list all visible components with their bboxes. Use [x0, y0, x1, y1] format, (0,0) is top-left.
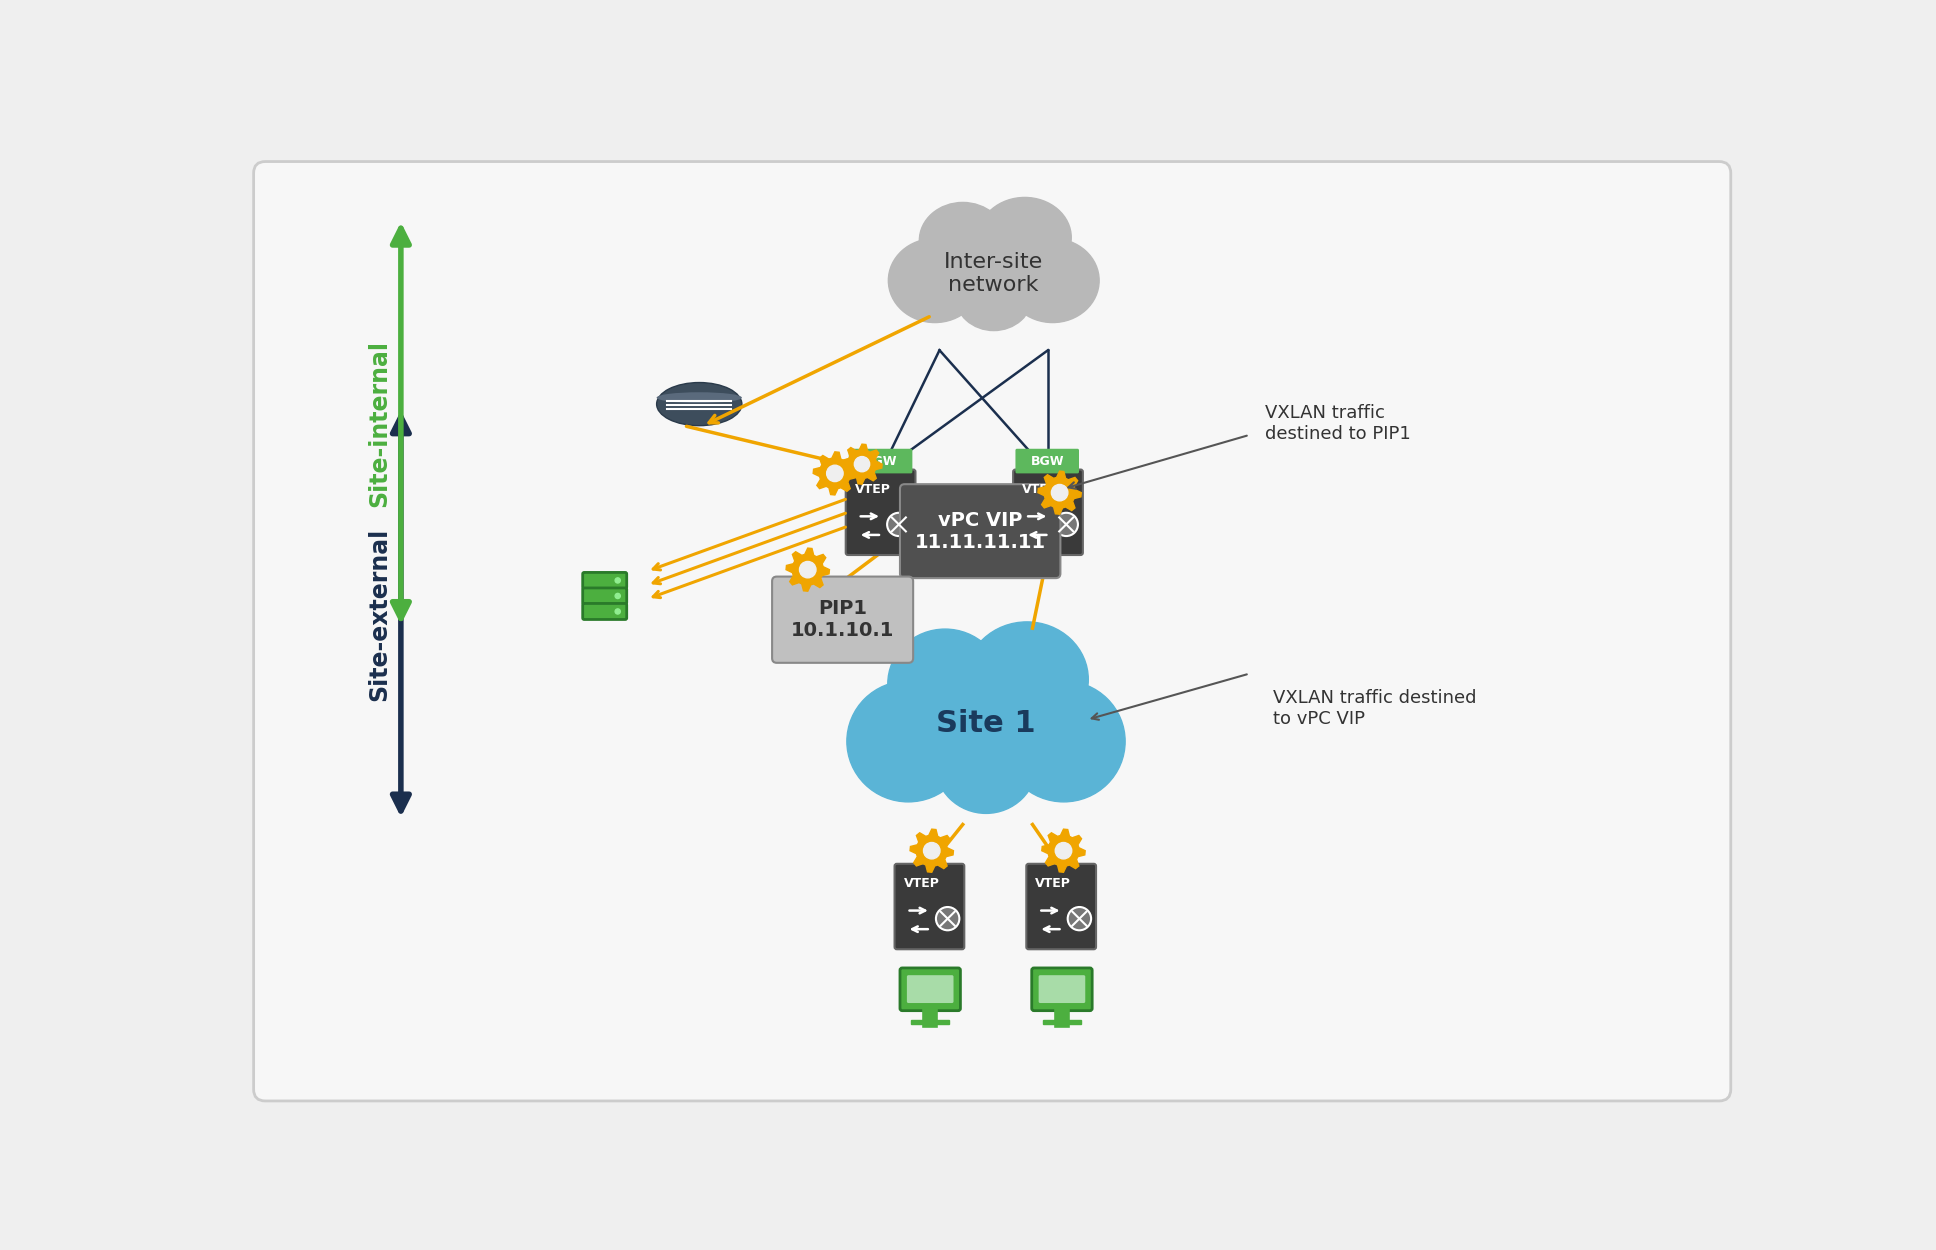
Polygon shape: [813, 451, 856, 495]
Text: VXLAN traffic
destined to PIP1: VXLAN traffic destined to PIP1: [1264, 404, 1411, 442]
Ellipse shape: [935, 712, 1038, 814]
Text: Inter-site
network: Inter-site network: [945, 251, 1044, 295]
Polygon shape: [842, 444, 883, 484]
FancyBboxPatch shape: [1032, 968, 1092, 1011]
Polygon shape: [1038, 471, 1082, 514]
Circle shape: [827, 465, 842, 481]
Text: BGW: BGW: [863, 455, 898, 468]
Circle shape: [616, 609, 620, 614]
Polygon shape: [1042, 829, 1086, 872]
Text: VTEP: VTEP: [904, 878, 939, 890]
Ellipse shape: [656, 392, 741, 402]
Text: vPC VIP
11.11.11.11: vPC VIP 11.11.11.11: [914, 511, 1045, 551]
Circle shape: [800, 561, 815, 578]
Ellipse shape: [908, 640, 1063, 799]
FancyBboxPatch shape: [772, 576, 914, 662]
FancyBboxPatch shape: [1013, 470, 1082, 555]
Ellipse shape: [935, 210, 1053, 320]
Circle shape: [1055, 512, 1078, 536]
Ellipse shape: [954, 260, 1032, 330]
Ellipse shape: [846, 681, 970, 801]
FancyBboxPatch shape: [906, 975, 954, 1002]
Ellipse shape: [978, 198, 1071, 278]
Bar: [1044, 1020, 1080, 1024]
Ellipse shape: [656, 382, 741, 426]
Polygon shape: [786, 548, 829, 591]
Circle shape: [1051, 485, 1069, 501]
Text: Site-external: Site-external: [368, 528, 391, 700]
FancyBboxPatch shape: [1038, 975, 1086, 1002]
FancyBboxPatch shape: [846, 470, 916, 555]
FancyBboxPatch shape: [583, 588, 627, 604]
Ellipse shape: [920, 202, 1007, 279]
Text: Site-internal: Site-internal: [368, 340, 391, 506]
Ellipse shape: [966, 622, 1088, 738]
Text: VXLAN traffic destined
to vPC VIP: VXLAN traffic destined to vPC VIP: [1272, 689, 1477, 727]
Circle shape: [616, 594, 620, 599]
FancyBboxPatch shape: [894, 864, 964, 949]
Circle shape: [935, 908, 960, 930]
Ellipse shape: [889, 629, 1003, 739]
Bar: [912, 1020, 949, 1024]
Text: VTEP: VTEP: [1036, 878, 1071, 890]
FancyBboxPatch shape: [848, 449, 912, 474]
Text: VTEP: VTEP: [856, 484, 891, 496]
Circle shape: [923, 842, 941, 859]
Circle shape: [1055, 842, 1073, 859]
Text: Site 1: Site 1: [937, 709, 1036, 739]
Circle shape: [1067, 908, 1092, 930]
FancyBboxPatch shape: [583, 604, 627, 620]
Ellipse shape: [889, 239, 982, 322]
Circle shape: [854, 456, 869, 471]
Text: VTEP: VTEP: [1022, 484, 1059, 496]
Ellipse shape: [1003, 681, 1125, 801]
Text: BGW: BGW: [1030, 455, 1065, 468]
Polygon shape: [910, 829, 953, 872]
FancyBboxPatch shape: [900, 968, 960, 1011]
FancyBboxPatch shape: [254, 161, 1731, 1101]
Text: PIP1
10.1.10.1: PIP1 10.1.10.1: [792, 599, 894, 640]
FancyBboxPatch shape: [1026, 864, 1096, 949]
Circle shape: [616, 578, 620, 582]
Circle shape: [887, 512, 910, 536]
FancyBboxPatch shape: [583, 572, 627, 589]
FancyBboxPatch shape: [1016, 449, 1078, 474]
FancyBboxPatch shape: [900, 484, 1061, 578]
Ellipse shape: [1007, 239, 1100, 322]
